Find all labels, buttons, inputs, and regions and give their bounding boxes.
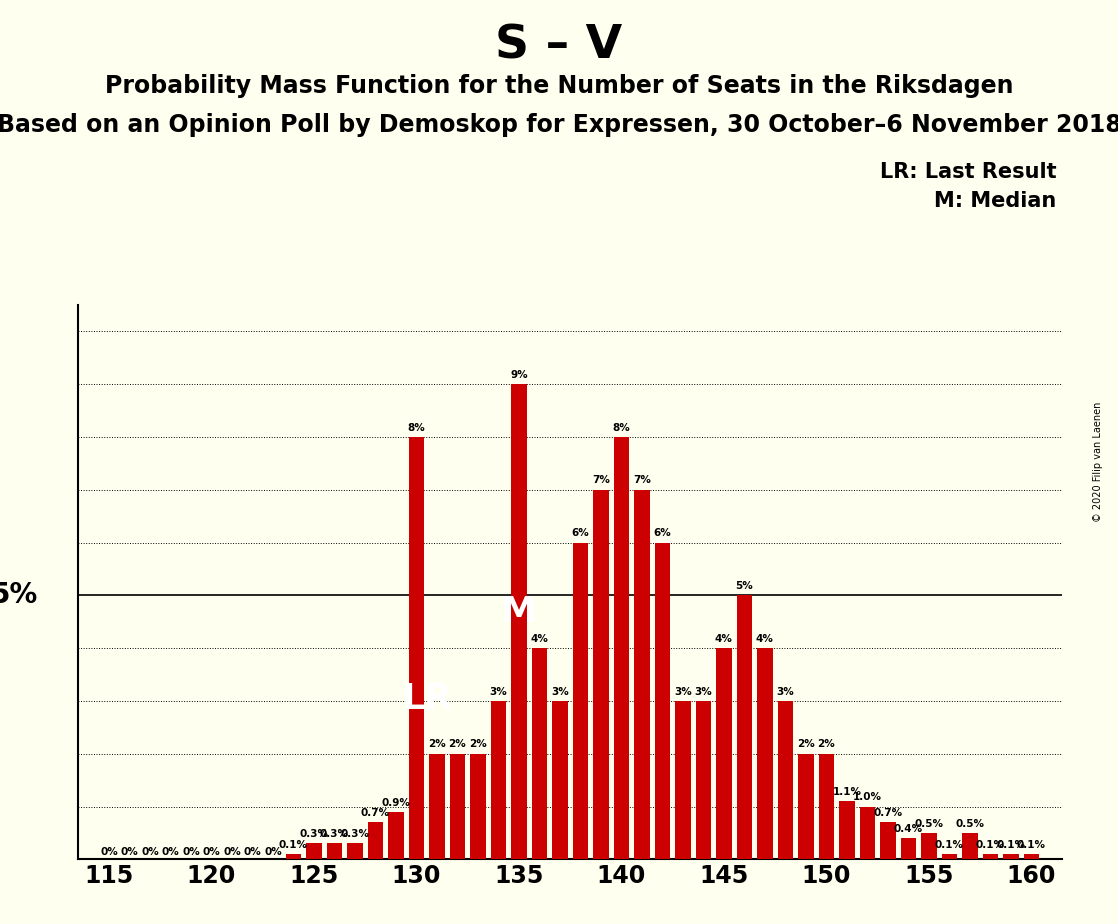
- Text: 2%: 2%: [428, 739, 446, 749]
- Text: 0.3%: 0.3%: [341, 829, 369, 839]
- Text: 0%: 0%: [244, 847, 262, 857]
- Bar: [1003, 854, 1018, 859]
- Bar: [655, 542, 670, 859]
- Bar: [409, 437, 424, 859]
- Text: 8%: 8%: [408, 422, 425, 432]
- Bar: [532, 648, 547, 859]
- Bar: [901, 838, 916, 859]
- Bar: [388, 812, 404, 859]
- Bar: [614, 437, 629, 859]
- Text: M: M: [501, 595, 537, 629]
- Text: 4%: 4%: [716, 634, 732, 644]
- Text: 0%: 0%: [202, 847, 220, 857]
- Bar: [737, 595, 752, 859]
- Text: 3%: 3%: [674, 687, 692, 697]
- Bar: [941, 854, 957, 859]
- Text: 2%: 2%: [817, 739, 835, 749]
- Bar: [572, 542, 588, 859]
- Text: 3%: 3%: [777, 687, 794, 697]
- Text: © 2020 Filip van Laenen: © 2020 Filip van Laenen: [1093, 402, 1102, 522]
- Text: Probability Mass Function for the Number of Seats in the Riksdagen: Probability Mass Function for the Number…: [105, 74, 1013, 98]
- Text: 0%: 0%: [182, 847, 200, 857]
- Text: 0%: 0%: [141, 847, 159, 857]
- Text: 0%: 0%: [121, 847, 139, 857]
- Text: 0.9%: 0.9%: [381, 797, 410, 808]
- Text: 3%: 3%: [551, 687, 569, 697]
- Text: 4%: 4%: [756, 634, 774, 644]
- Text: S – V: S – V: [495, 23, 623, 68]
- Text: 0.1%: 0.1%: [1017, 840, 1045, 850]
- Text: 0.1%: 0.1%: [280, 840, 307, 850]
- Bar: [983, 854, 998, 859]
- Text: 6%: 6%: [571, 529, 589, 539]
- Bar: [818, 754, 834, 859]
- Text: 4%: 4%: [531, 634, 548, 644]
- Bar: [840, 801, 854, 859]
- Text: 1.0%: 1.0%: [853, 792, 882, 802]
- Text: 8%: 8%: [613, 422, 631, 432]
- Text: 0.7%: 0.7%: [873, 808, 902, 818]
- Bar: [326, 844, 342, 859]
- Text: 0.3%: 0.3%: [320, 829, 349, 839]
- Text: 0.7%: 0.7%: [361, 808, 390, 818]
- Text: 0.4%: 0.4%: [893, 824, 923, 834]
- Bar: [798, 754, 814, 859]
- Bar: [921, 833, 937, 859]
- Text: 0.5%: 0.5%: [915, 819, 944, 829]
- Text: LR: LR: [401, 682, 452, 716]
- Bar: [778, 701, 793, 859]
- Text: 0.1%: 0.1%: [976, 840, 1005, 850]
- Text: 0.1%: 0.1%: [935, 840, 964, 850]
- Text: Based on an Opinion Poll by Demoskop for Expressen, 30 October–6 November 2018: Based on an Opinion Poll by Demoskop for…: [0, 113, 1118, 137]
- Text: 0.1%: 0.1%: [996, 840, 1025, 850]
- Bar: [695, 701, 711, 859]
- Text: 3%: 3%: [490, 687, 508, 697]
- Bar: [511, 384, 527, 859]
- Bar: [880, 822, 896, 859]
- Bar: [963, 833, 977, 859]
- Text: 7%: 7%: [633, 476, 651, 485]
- Bar: [675, 701, 691, 859]
- Text: 2%: 2%: [448, 739, 466, 749]
- Text: 9%: 9%: [510, 370, 528, 380]
- Bar: [429, 754, 445, 859]
- Bar: [594, 490, 608, 859]
- Text: 0%: 0%: [101, 847, 117, 857]
- Bar: [449, 754, 465, 859]
- Bar: [286, 854, 301, 859]
- Text: 1.1%: 1.1%: [833, 787, 861, 797]
- Bar: [634, 490, 650, 859]
- Text: 0%: 0%: [162, 847, 179, 857]
- Text: 7%: 7%: [593, 476, 609, 485]
- Bar: [717, 648, 731, 859]
- Text: 2%: 2%: [797, 739, 815, 749]
- Text: 0.3%: 0.3%: [300, 829, 329, 839]
- Bar: [368, 822, 383, 859]
- Text: 0%: 0%: [224, 847, 240, 857]
- Bar: [491, 701, 506, 859]
- Text: 0%: 0%: [264, 847, 282, 857]
- Bar: [471, 754, 485, 859]
- Text: 5%: 5%: [736, 581, 754, 591]
- Bar: [348, 844, 362, 859]
- Text: LR: Last Result: LR: Last Result: [880, 162, 1057, 182]
- Bar: [757, 648, 773, 859]
- Text: 5%: 5%: [0, 581, 38, 609]
- Bar: [552, 701, 568, 859]
- Bar: [1024, 854, 1039, 859]
- Bar: [306, 844, 322, 859]
- Text: 6%: 6%: [654, 529, 671, 539]
- Text: 2%: 2%: [470, 739, 486, 749]
- Text: M: Median: M: Median: [935, 191, 1057, 212]
- Bar: [860, 807, 875, 859]
- Text: 0.5%: 0.5%: [956, 819, 984, 829]
- Text: 3%: 3%: [694, 687, 712, 697]
